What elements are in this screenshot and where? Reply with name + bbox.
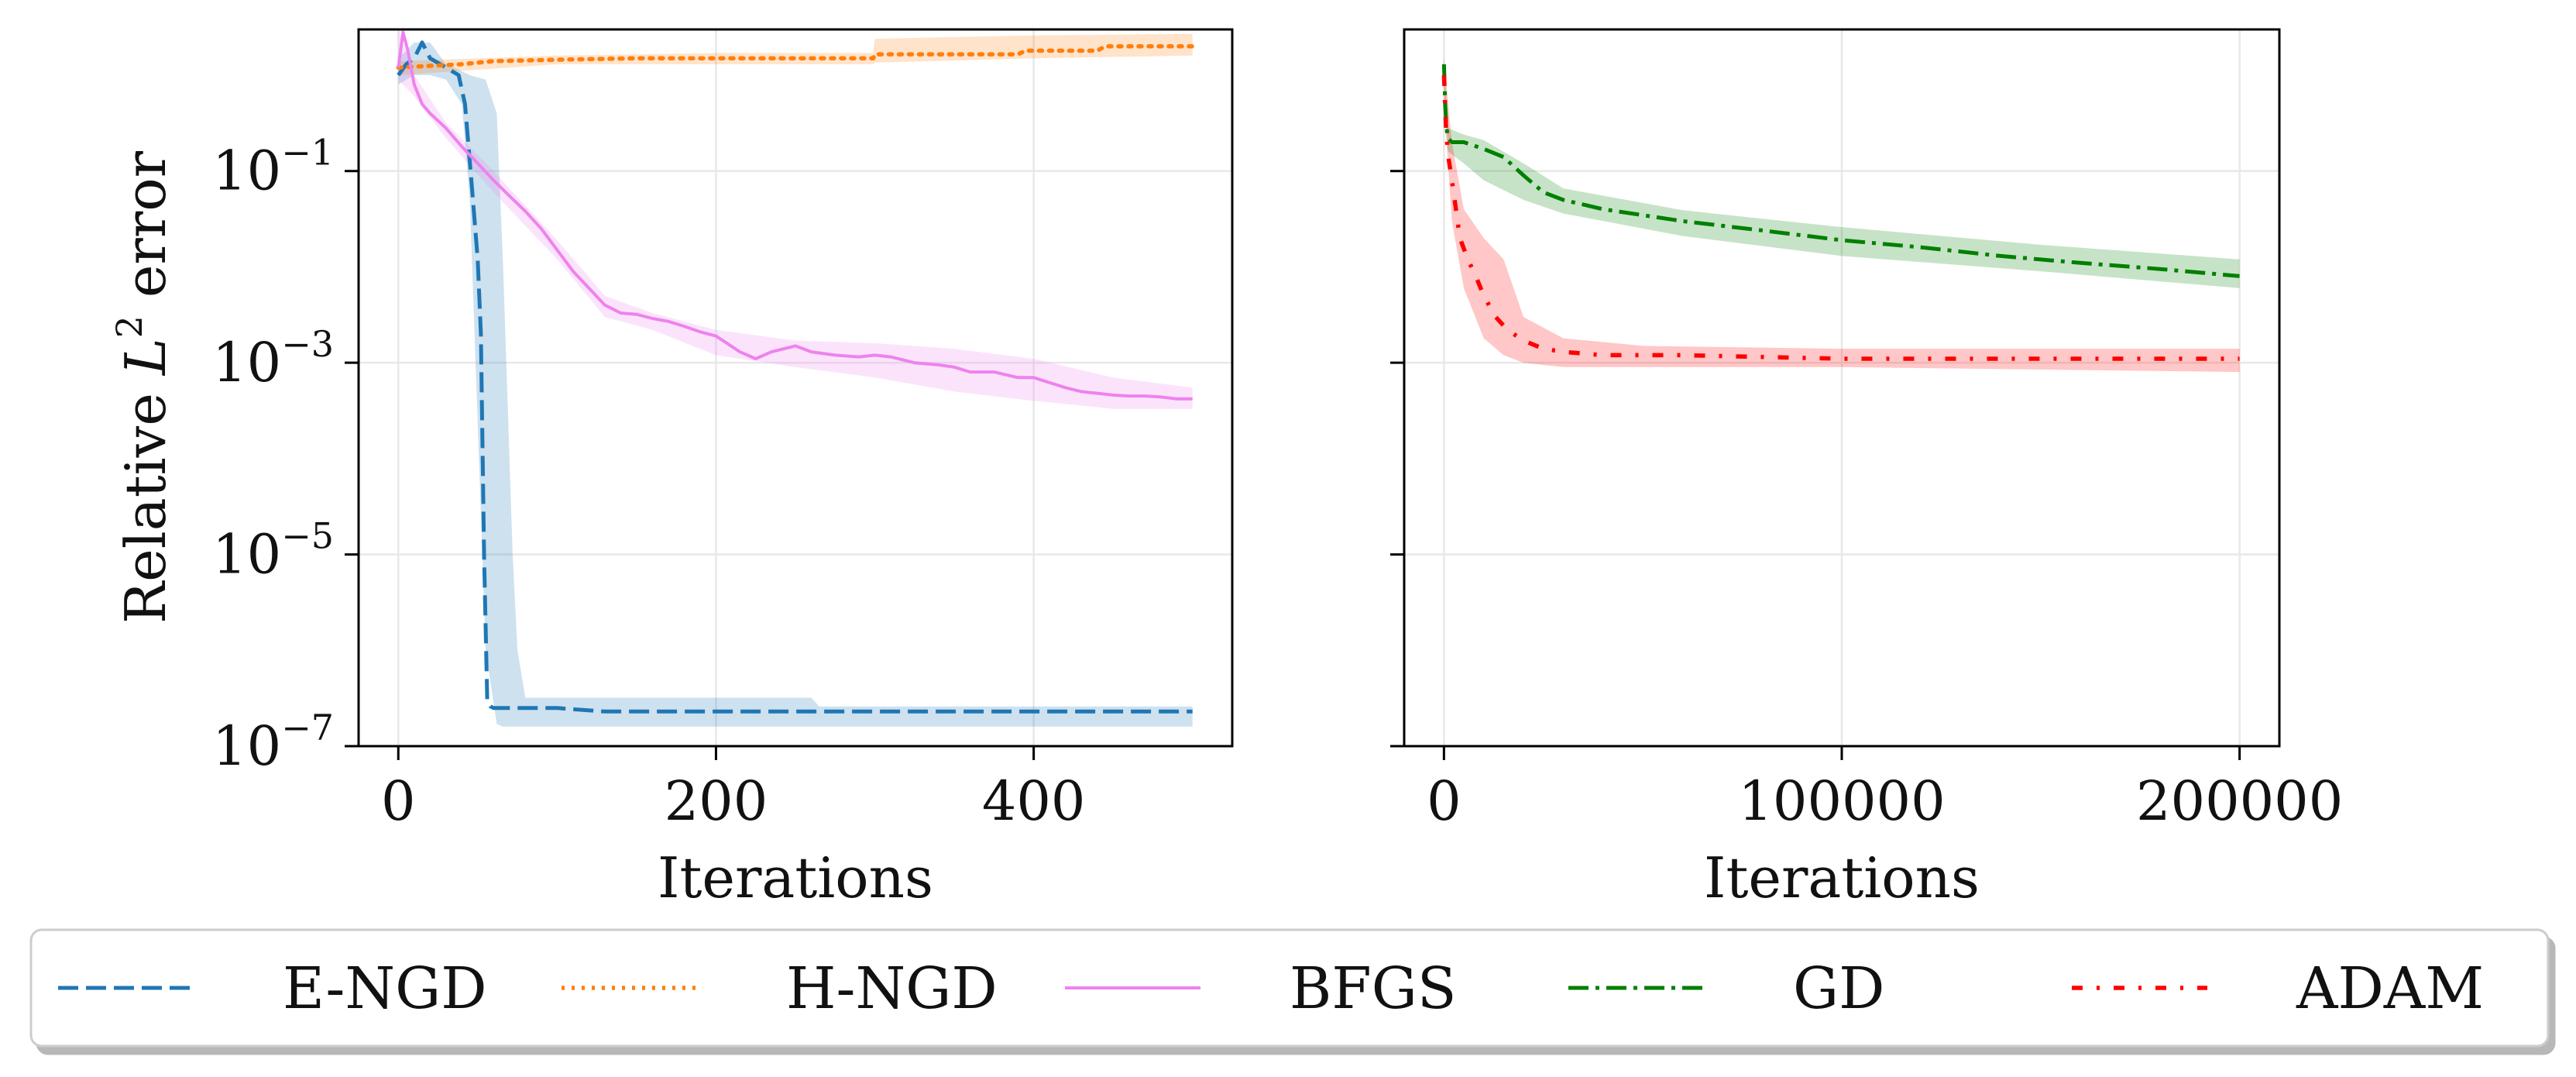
left-x-tick-label: 200 [665, 769, 768, 833]
left-panel: 0 200 400 10−7 10−5 10−3 10−1 Iterations Relat… [108, 28, 1234, 910]
left-ticks: 0 200 400 10−7 10−5 10−3 10−1 [212, 132, 1085, 833]
left-x-axis-label: Iterations [658, 845, 933, 910]
legend-label-e-ngd: E-NGD [283, 955, 487, 1022]
legend-label-h-ngd: H-NGD [786, 955, 998, 1022]
legend-item-bfgs: BFGS [1065, 955, 1457, 1022]
left-x-tick-label: 400 [982, 769, 1086, 833]
left-series-lines [396, 30, 1195, 714]
left-axes-frame [357, 28, 1234, 748]
right-x-tick-label: 100000 [1738, 769, 1945, 833]
legend-box [29, 928, 2550, 1048]
legend-item-adam: ADAM [2072, 955, 2484, 1022]
right-ticks: 0 100000 200000 [1390, 170, 2343, 833]
legend-label-bfgs: BFGS [1290, 955, 1457, 1022]
series-line-bfgs [397, 30, 1193, 401]
left-x-tick-label: 0 [381, 769, 416, 833]
band-gd [1444, 55, 2240, 288]
legend-label-gd: GD [1793, 955, 1884, 1022]
left-y-tick-label: 10−5 [212, 515, 334, 587]
band-e-ngd [398, 42, 1193, 727]
band-adam [1444, 58, 2240, 373]
legend-item-h-ngd: H-NGD [562, 955, 998, 1022]
legend: E-NGD H-NGD BFGS GD ADAM [29, 928, 2550, 1048]
right-x-tick-label: 0 [1427, 769, 1461, 833]
band-bfgs [398, 29, 1193, 409]
left-y-axis-label: Relative L2 error [108, 150, 178, 624]
right-panel: 0 100000 200000 Iterations [1390, 28, 2343, 910]
series-line-h-ngd [396, 44, 1195, 70]
band-h-ngd [398, 33, 1193, 75]
left-y-tick-label: 10−7 [212, 707, 334, 778]
right-confidence-bands [1444, 55, 2240, 373]
left-confidence-bands [398, 29, 1193, 727]
series-line-e-ngd [397, 40, 1193, 714]
left-y-tick-label: 10−1 [212, 132, 334, 203]
series-line-gd [1441, 64, 2240, 278]
legend-item-e-ngd: E-NGD [58, 955, 487, 1022]
legend-label-adam: ADAM [2296, 955, 2484, 1022]
right-x-tick-label: 200000 [2136, 769, 2343, 833]
right-grid [1404, 29, 2279, 748]
left-y-tick-label: 10−3 [212, 323, 334, 394]
right-series-lines [1441, 64, 2240, 361]
legend-item-gd: GD [1568, 955, 1884, 1022]
right-x-axis-label: Iterations [1704, 845, 1980, 910]
